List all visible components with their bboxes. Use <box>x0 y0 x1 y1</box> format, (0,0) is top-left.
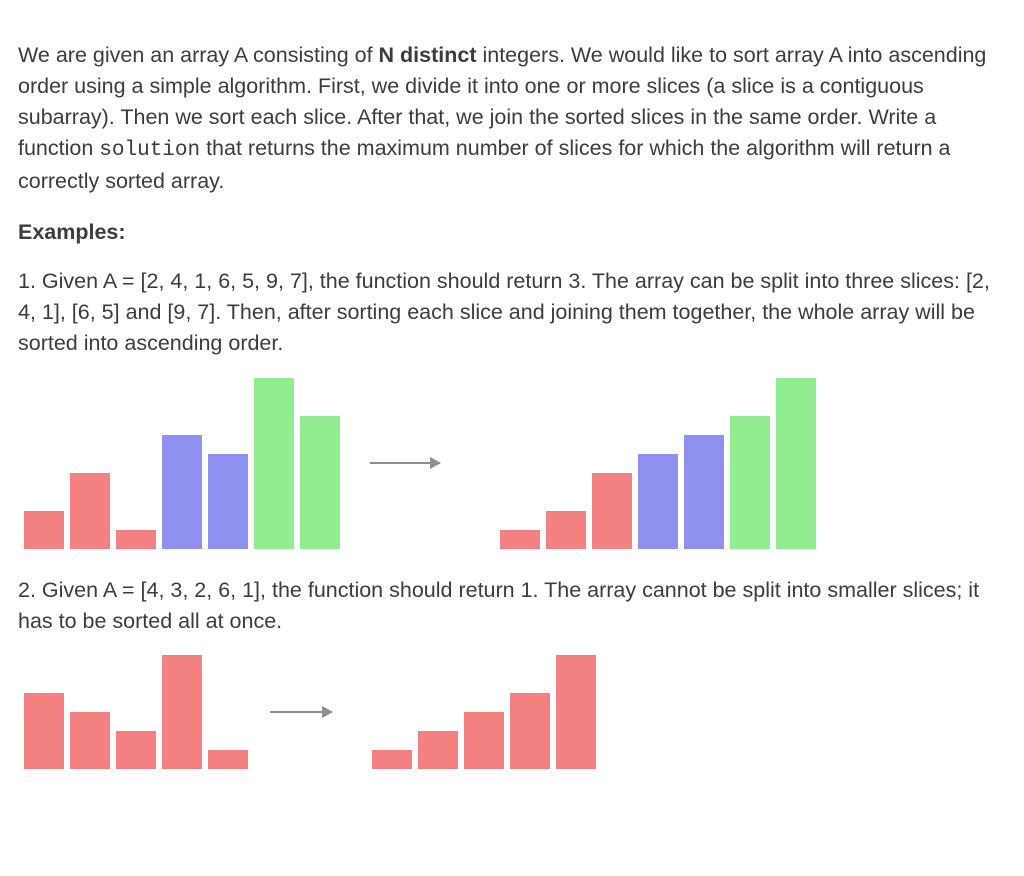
chart-bar <box>500 530 540 549</box>
chart-bar <box>116 731 156 769</box>
example-1-chart-row <box>24 378 1012 549</box>
arrow-icon <box>270 711 332 713</box>
intro-bold-n-distinct: N distinct <box>379 43 477 67</box>
example-2-chart-sorted <box>372 655 596 769</box>
chart-bar <box>730 416 770 549</box>
chart-bar <box>546 511 586 549</box>
example-1-chart-sorted <box>500 378 816 549</box>
chart-bar <box>24 693 64 769</box>
chart-bar <box>208 750 248 769</box>
chart-bar <box>776 378 816 549</box>
chart-bar <box>418 731 458 769</box>
chart-bar <box>254 378 294 549</box>
example-1-chart-unsorted <box>24 378 340 549</box>
examples-heading: Examples: <box>18 220 1012 245</box>
chart-bar <box>300 416 340 549</box>
problem-statement: We are given an array A consisting of N … <box>18 40 1012 198</box>
chart-bar <box>116 530 156 549</box>
page-root: We are given an array A consisting of N … <box>0 0 1024 813</box>
chart-bar <box>464 712 504 769</box>
arrow-icon <box>370 462 440 464</box>
chart-bar <box>372 750 412 769</box>
example-2-text: 2. Given A = [4, 3, 2, 6, 1], the functi… <box>18 575 1012 637</box>
chart-bar <box>162 655 202 769</box>
intro-part-a: We are given an array A consisting of <box>18 43 379 67</box>
chart-bar <box>556 655 596 769</box>
intro-mono-solution: solution <box>99 139 200 162</box>
example-2-chart-unsorted <box>24 655 248 769</box>
chart-bar <box>638 454 678 549</box>
chart-bar <box>208 454 248 549</box>
example-2-chart-row <box>24 655 1012 769</box>
chart-bar <box>24 511 64 549</box>
chart-bar <box>510 693 550 769</box>
chart-bar <box>70 712 110 769</box>
chart-bar <box>592 473 632 549</box>
example-1-text: 1. Given A = [2, 4, 1, 6, 5, 9, 7], the … <box>18 266 1012 360</box>
chart-bar <box>70 473 110 549</box>
chart-bar <box>684 435 724 549</box>
chart-bar <box>162 435 202 549</box>
